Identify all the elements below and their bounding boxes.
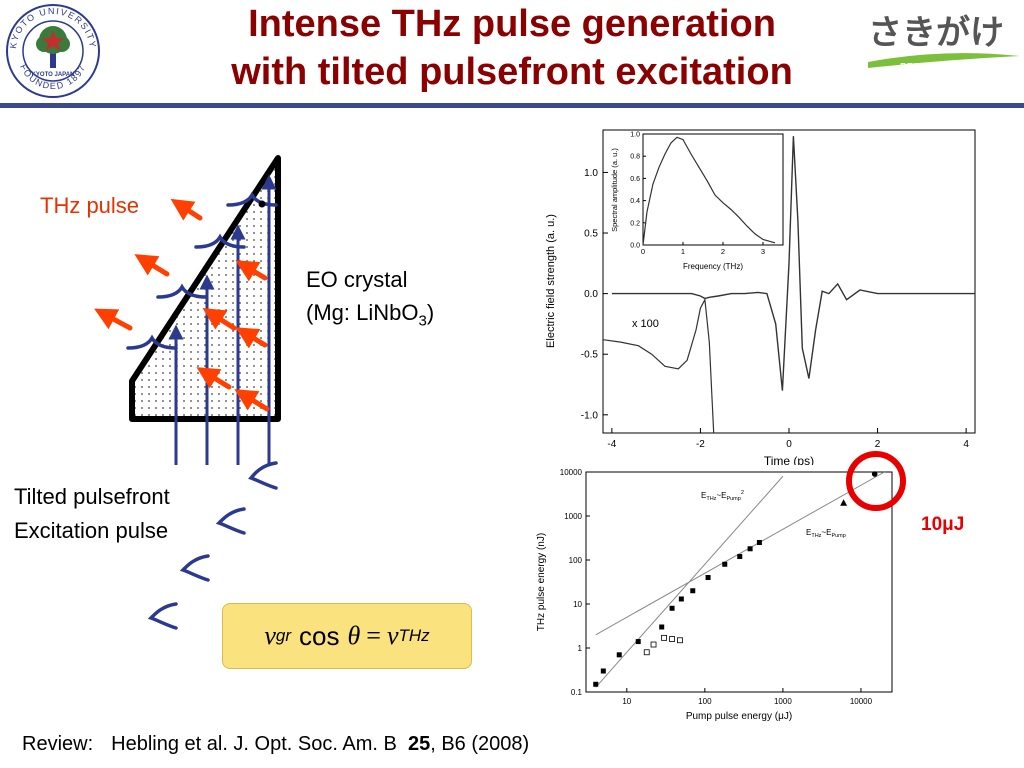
energy-ytick-label: 10 xyxy=(573,600,582,609)
title-line-2: with tilted pulsefront excitation xyxy=(231,51,793,93)
highlight-label: 10μJ xyxy=(921,514,965,535)
waveform-xtick-label: 4 xyxy=(963,439,969,450)
crystal-label-line2: (Mg: LiNbO3) xyxy=(306,300,435,330)
inset-ytick-label: 1.0 xyxy=(630,132,640,139)
waveform-x100-series xyxy=(602,297,715,434)
energy-xlabel: Pump pulse energy (μJ) xyxy=(686,711,792,722)
waveform-ytick-label: 1.0 xyxy=(584,168,598,179)
highlight-circle xyxy=(846,451,906,511)
data-point-filled-square xyxy=(737,554,743,560)
linear-fit-label: ETHz~EPump xyxy=(806,528,846,539)
inset-ytick-label: 0.4 xyxy=(630,198,640,205)
data-point-open-square xyxy=(669,636,675,642)
energy-xtick-label: 1000 xyxy=(774,697,792,706)
presto-logo: さきがけ PRESTO xyxy=(868,13,1020,73)
inset-xlabel: Frequency (THz) xyxy=(683,262,743,271)
pulsefront-brackets xyxy=(126,191,278,630)
inset-ytick-label: 0.2 xyxy=(630,220,640,227)
presto-logo-sub: PRESTO xyxy=(900,62,941,73)
inset-xtick-label: 3 xyxy=(761,247,765,256)
citation-suffix: , B6 (2008) xyxy=(430,733,530,755)
waveform-ytick-label: 0.0 xyxy=(584,289,598,300)
inset-xtick-label: 1 xyxy=(681,247,685,256)
energy-ylabel: THz pulse energy (nJ) xyxy=(536,533,547,631)
data-point-filled-square xyxy=(690,588,696,594)
presto-logo-main: さきがけ xyxy=(868,13,1004,53)
citation-text: Hebling et al. J. Opt. Soc. Am. B xyxy=(111,733,397,755)
logo-text-center: KYOTO JAPAN xyxy=(32,72,75,78)
review-label: Review: xyxy=(22,733,94,755)
thz-energy-scaling-chart: 10 100 1000 10000 10000 1000 100 10 1 0.1 ETHz~EP… xyxy=(536,468,893,722)
citation: Review: Hebling et al. J. Opt. Soc. Am. B… xyxy=(22,733,529,756)
data-point-filled-square xyxy=(593,681,599,687)
energy-ytick-label: 0.1 xyxy=(571,688,583,697)
data-point-open-square xyxy=(661,634,667,641)
waveform-xtick-label: -4 xyxy=(607,439,616,450)
inset-ytick-label: 0.8 xyxy=(630,154,640,161)
data-point-filled-square xyxy=(616,652,622,658)
inset-xtick-label: 2 xyxy=(721,247,725,256)
waveform-ytick-label: -1.0 xyxy=(581,410,599,421)
inset-ytick-label: 0.6 xyxy=(630,176,640,183)
header-divider xyxy=(0,103,1024,108)
energy-xtick-label: 10000 xyxy=(850,697,873,706)
energy-xtick-label: 100 xyxy=(698,697,712,706)
data-point-filled-square xyxy=(747,546,753,552)
energy-ytick-label: 10000 xyxy=(560,468,583,477)
data-point-filled-square xyxy=(659,624,665,630)
data-point-filled-square xyxy=(678,596,684,602)
data-point-triangle xyxy=(840,499,848,506)
crystal-label-line1: EO crystal xyxy=(306,267,408,292)
data-point-filled-square xyxy=(722,561,728,567)
energy-ytick-label: 100 xyxy=(569,556,583,565)
pulse-dot xyxy=(258,200,266,208)
waveform-main-series xyxy=(611,136,975,391)
data-point-filled-square xyxy=(669,605,675,611)
citation-volume: 25 xyxy=(407,733,431,755)
thz-waveform-chart: -4 -2 0 2 4 1.0 0.5 0.0 -0.5 -1.0 x 100 Time (ps)… xyxy=(545,129,976,465)
data-point-filled-square xyxy=(705,575,711,581)
tilted-pulsefront-diagram xyxy=(94,155,281,630)
inset-frame xyxy=(642,133,784,246)
energy-ytick-label: 1 xyxy=(578,644,583,653)
thz-emission-arrows xyxy=(94,198,270,412)
inset-ytick-label: 0.0 xyxy=(630,243,640,250)
spectrum-inset: 0 1 2 3 1.0 0.8 0.6 0.4 0.2 0.0 Frequency (THz) S… xyxy=(610,132,784,271)
data-point-filled-circle xyxy=(871,471,878,477)
data-point-open-square xyxy=(677,637,683,644)
thz-pulse-label: THz pulse xyxy=(40,193,140,218)
title-line-1: Intense THz pulse generation xyxy=(248,3,776,45)
spectrum-series xyxy=(642,136,776,246)
data-point-filled-square xyxy=(756,539,762,545)
energy-plot-frame xyxy=(585,471,893,693)
inset-ylabel: Spectral amplitude (a. u.) xyxy=(610,148,619,232)
kyoto-university-logo: KYOTO UNIVERSITY FOUNDED 1897 KYOTO JAPA… xyxy=(6,4,100,98)
pulse-label-line1: Tilted pulsefront xyxy=(14,484,170,509)
data-point-filled-square xyxy=(600,668,606,674)
eo-crystal-prism xyxy=(129,155,281,422)
waveform-ytick-label: -0.5 xyxy=(581,350,599,361)
waveform-xlabel: Time (ps) xyxy=(764,454,814,465)
quadratic-fit-label: ETHz~EPump2 xyxy=(701,490,744,502)
energy-ytick-label: 1000 xyxy=(564,512,582,521)
waveform-annotation-x100: x 100 xyxy=(632,318,659,330)
waveform-xtick-label: 0 xyxy=(786,439,792,450)
waveform-xtick-label: -2 xyxy=(696,439,705,450)
waveform-ylabel: Electric field strength (a. u.) xyxy=(545,214,557,348)
pulse-label-line2: Excitation pulse xyxy=(14,518,169,543)
energy-xtick-label: 10 xyxy=(622,697,631,706)
data-point-open-square xyxy=(643,649,650,656)
waveform-ytick-label: 0.5 xyxy=(584,229,598,240)
data-point-filled-square xyxy=(635,639,641,645)
waveform-xtick-label: 2 xyxy=(875,439,881,450)
data-point-open-square xyxy=(650,641,657,648)
inset-xtick-label: 0 xyxy=(641,247,645,256)
velocity-matching-formula: v gr cos θ = v THz xyxy=(222,603,472,669)
linear-fit-line xyxy=(595,471,885,636)
camphor-tree-icon xyxy=(36,26,70,68)
